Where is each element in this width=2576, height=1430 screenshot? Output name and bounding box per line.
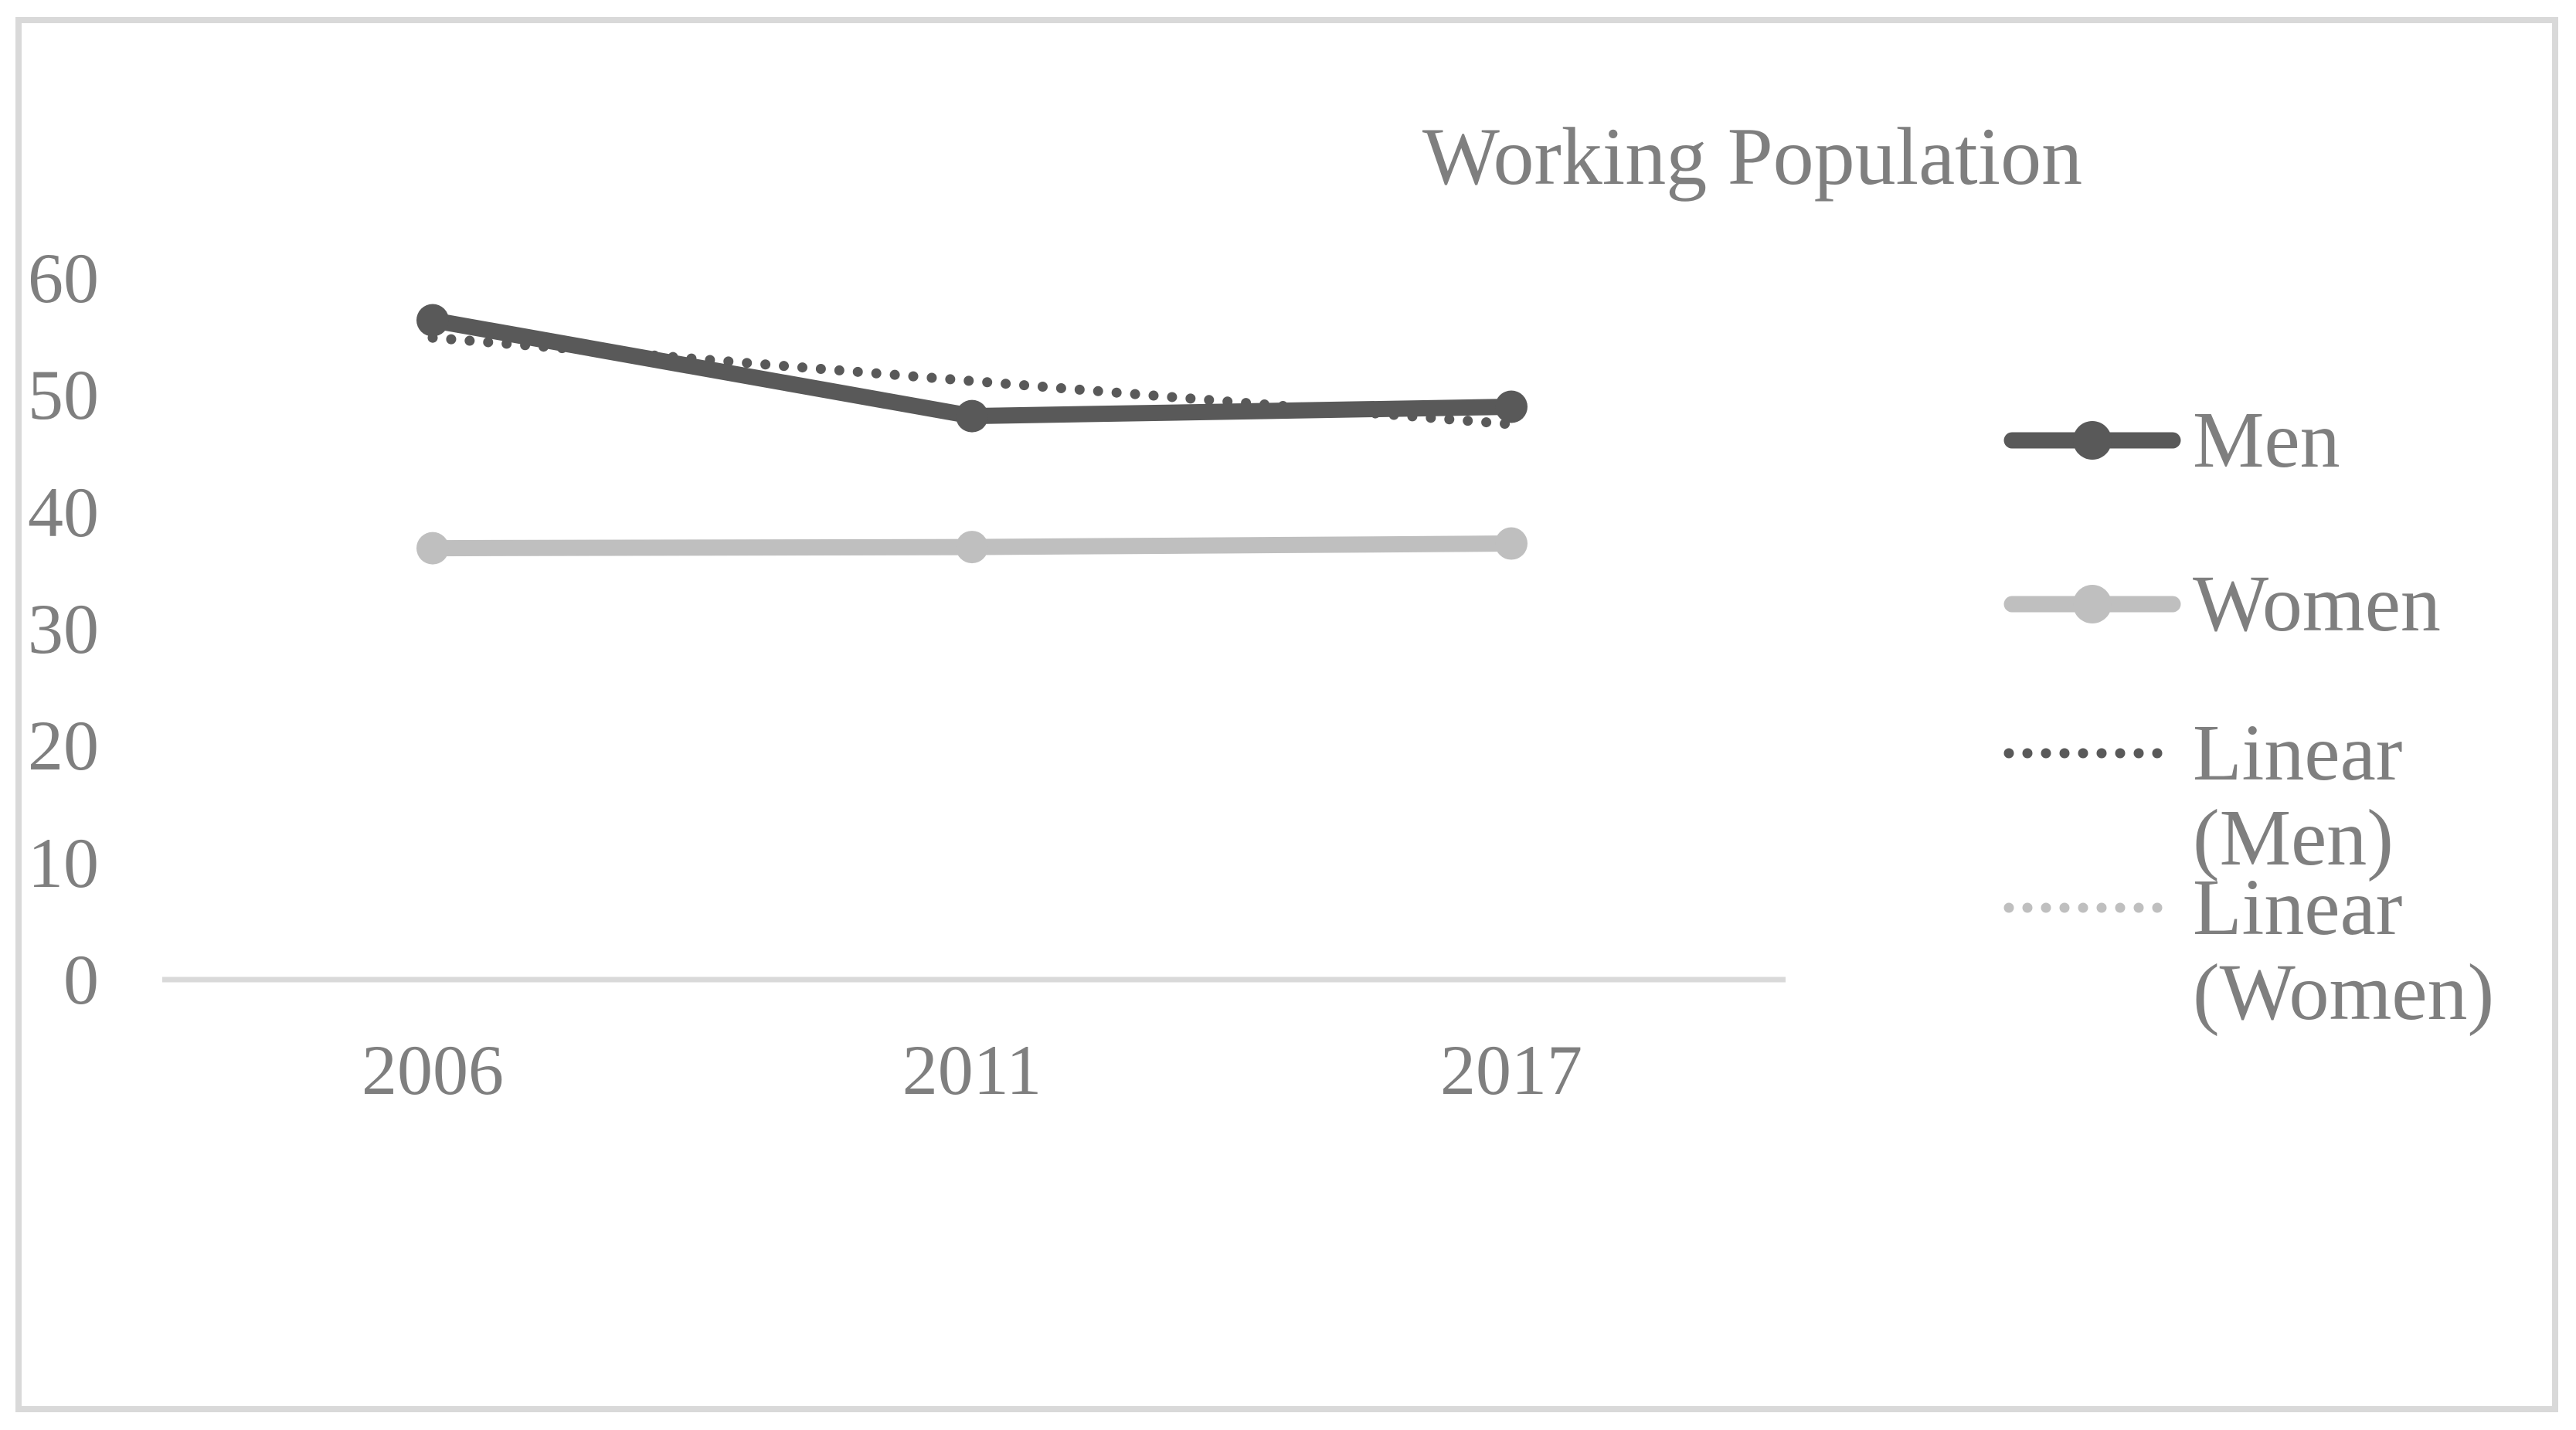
legend-sample-men — [2003, 421, 2181, 460]
legend-sample-linear-men — [2003, 748, 2181, 759]
legend-sample-women — [2003, 585, 2181, 623]
chart-area-border — [15, 17, 2558, 1412]
legend-sample-linear-women — [2003, 902, 2181, 913]
y-tick-50: 50 — [28, 355, 99, 434]
legend-label-linear-men: Linear (Men) — [2193, 708, 2403, 882]
x-tick-2011: 2011 — [902, 1031, 1042, 1109]
legend-label-women: Women — [2193, 559, 2441, 648]
legend-label-linear-women: Linear (Women) — [2193, 863, 2495, 1037]
y-tick-30: 30 — [28, 589, 99, 668]
legend-label-men: Men — [2193, 396, 2340, 484]
y-tick-10: 10 — [28, 824, 99, 902]
y-tick-0: 0 — [63, 940, 99, 1019]
y-tick-20: 20 — [28, 706, 99, 785]
y-tick-60: 60 — [28, 239, 99, 318]
x-tick-2017: 2017 — [1440, 1031, 1582, 1109]
chart-title: Working Population — [1422, 111, 2083, 202]
x-tick-2006: 2006 — [362, 1031, 504, 1109]
y-tick-40: 40 — [28, 473, 99, 552]
